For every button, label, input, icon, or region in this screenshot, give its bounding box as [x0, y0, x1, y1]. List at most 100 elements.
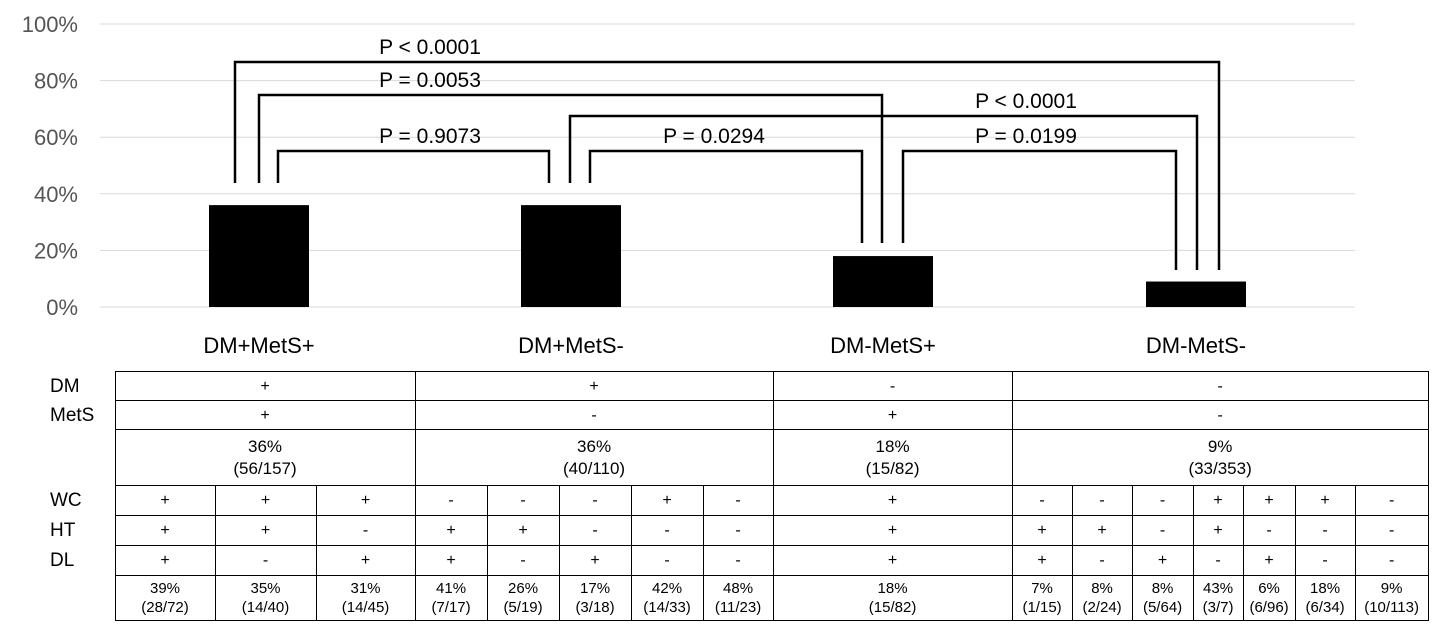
dm-value: +	[414, 371, 774, 401]
bracket-line	[233, 60, 1221, 270]
category-label: DM-MetS+	[830, 333, 936, 358]
wc-value: -	[414, 485, 488, 516]
percent-value: 17%	[580, 580, 611, 597]
percent-value: 8%	[1151, 580, 1174, 597]
percent-value: 6%	[1258, 580, 1280, 597]
ht-value: -	[1242, 515, 1296, 546]
category-label: DM-MetS-	[1146, 333, 1246, 358]
count-value: (6/34)	[1305, 599, 1345, 616]
ht-value: +	[486, 515, 560, 546]
p-value-label: P = 0.9073	[379, 125, 481, 148]
row-label: MetS	[50, 404, 95, 426]
wc-value: -	[1131, 485, 1194, 516]
dl-value: +	[315, 545, 416, 576]
count-value: (7/17)	[431, 599, 471, 616]
category-label: DM+MetS+	[203, 333, 314, 358]
significance-brackets: P = 0.9073 P = 0.0053 P < 0.0001 P = 0.0294…	[233, 36, 1221, 270]
bracket-line	[588, 149, 864, 243]
subgroup-rate-cell: 39% (28/72)	[114, 575, 216, 621]
count-value: (40/110)	[563, 458, 626, 478]
row-label-empty	[0, 430, 115, 486]
dl-value: +	[114, 545, 216, 576]
wc-value: -	[1071, 485, 1133, 516]
percent-value: 41%	[436, 580, 467, 597]
comparison-bracket: P = 0.9073	[276, 125, 551, 183]
bars	[209, 205, 1246, 307]
subgroup-rate-cell: 18% (6/34)	[1294, 575, 1356, 621]
ht-value: -	[702, 515, 774, 546]
subgroup-rate-cell: 18% (15/82)	[772, 575, 1013, 621]
count-value: (15/82)	[865, 458, 920, 478]
wc-value: +	[1294, 485, 1356, 516]
ht-value: +	[772, 515, 1013, 546]
p-value-label: P = 0.0199	[975, 125, 1077, 148]
count-value: (11/23)	[714, 599, 762, 616]
count-value: (15/82)	[868, 599, 917, 616]
category-labels: DM+MetS+ DM+MetS- DM-MetS+ DM-MetS-	[203, 333, 1246, 358]
row-label: DL	[50, 550, 75, 571]
subgroup-rate-cell: 31% (14/45)	[315, 575, 416, 621]
subgroup-rate-cell: 41% (7/17)	[414, 575, 488, 621]
percent-value: 9%	[1207, 436, 1233, 456]
dm-row: DM + + - -	[0, 371, 1429, 401]
dl-value: +	[414, 545, 488, 576]
y-axis-ticks: 0% 20% 40% 60% 80% 100%	[22, 12, 78, 320]
wc-value: -	[486, 485, 560, 516]
y-tick-label: 60%	[34, 125, 78, 150]
wc-value: +	[315, 485, 416, 516]
ht-value: +	[1011, 515, 1073, 546]
percent-value: 36%	[577, 436, 612, 456]
percent-value: 9%	[1380, 580, 1403, 597]
percent-value: 8%	[1091, 580, 1113, 597]
y-tick-label: 40%	[34, 182, 78, 207]
bracket-line	[901, 149, 1178, 270]
y-tick-label: 100%	[22, 12, 78, 37]
percent-value: 35%	[250, 580, 281, 597]
wc-value: +	[772, 485, 1013, 516]
dl-value: +	[1131, 545, 1194, 576]
group-breakdown-table: DM + + - - MetS + - + -36% (56/157) 36% (40/110) 18%(…	[0, 371, 1429, 621]
comparison-bracket: P = 0.0053	[257, 69, 884, 243]
dl-value: -	[486, 545, 560, 576]
count-value: (33/353)	[1188, 458, 1252, 478]
ht-row: HT + + - + + - - - + + + - + - - -	[0, 515, 1429, 546]
bar-3	[1146, 281, 1246, 307]
count-value: (14/40)	[241, 599, 290, 616]
comparison-bracket: P = 0.0294	[588, 125, 864, 243]
subgroup-rate-cell: 48% (11/23)	[702, 575, 774, 621]
wc-row: WC + + + - - - + - + - - - + + + -	[0, 485, 1429, 516]
p-value-label: P = 0.0053	[379, 69, 481, 92]
bar-2	[833, 256, 933, 307]
group-rate-cell: 18% (15/82)	[772, 429, 1013, 486]
subgroup-rate-cell: 6% (6/96)	[1242, 575, 1296, 621]
ht-value: +	[414, 515, 488, 546]
wc-value: +	[114, 485, 216, 516]
subgroup-rate-cell: 35% (14/40)	[214, 575, 317, 621]
mets-value: +	[772, 400, 1013, 430]
dl-value: -	[702, 545, 774, 576]
dl-row: DL + - + + - + - - + + - + - + - -	[0, 545, 1429, 576]
bracket-line	[257, 93, 884, 243]
percent-value: 7%	[1031, 580, 1053, 597]
ht-value: -	[630, 515, 704, 546]
subgroup-rate-row: 39% (28/72) 35% (14/40) 31% (14/45) 41% (7/17) 2…	[0, 575, 1429, 621]
group-rate-row: 36% (56/157) 36% (40/110) 18% (15/82) 9% (33/35…	[0, 429, 1429, 486]
dl-value: +	[558, 545, 632, 576]
percent-value: 42%	[652, 580, 683, 597]
count-value: (6/96)	[1249, 599, 1289, 616]
dl-value: -	[1071, 545, 1133, 576]
percent-value: 48%	[723, 580, 754, 597]
count-value: (2/24)	[1082, 599, 1122, 616]
comparison-bracket: P < 0.0001	[568, 90, 1199, 270]
subgroup-rate-cell: 43% (3/7)	[1192, 575, 1244, 621]
row-label: WC	[50, 490, 82, 511]
bracket-line	[568, 114, 1199, 270]
subgroup-rate-cell: 8% (5/64)	[1131, 575, 1194, 621]
count-value: (3/7)	[1202, 599, 1234, 616]
count-value: (3/18)	[575, 599, 615, 616]
row-label: DM	[50, 375, 80, 397]
mets-row: MetS + - + -	[0, 400, 1429, 430]
group-rate-cell: 36% (56/157)	[114, 429, 416, 486]
dm-value: +	[114, 371, 416, 401]
